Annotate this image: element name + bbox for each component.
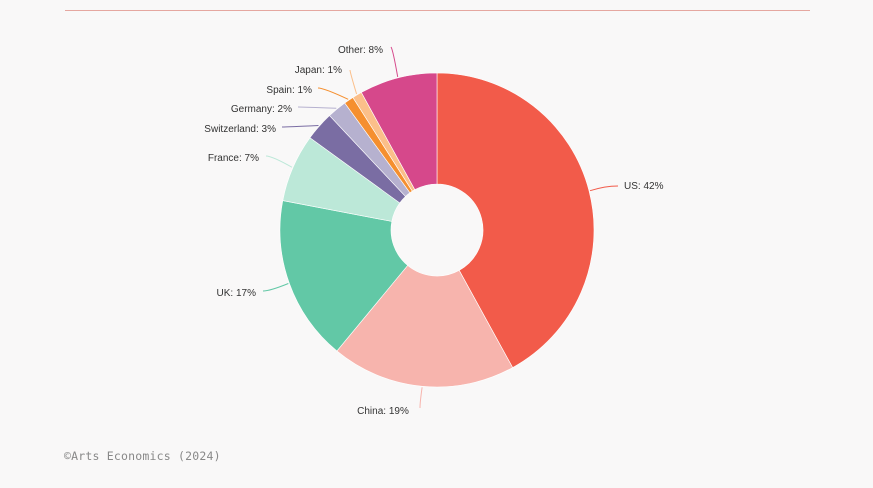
label-us: US: 42% (624, 181, 664, 192)
label-japan: Japan: 1% (295, 65, 342, 76)
leader-germany (297, 106, 337, 109)
leader-lines (262, 46, 619, 409)
label-switzerland: Switzerland: 3% (204, 124, 276, 135)
leader-france (265, 155, 293, 168)
label-spain: Spain: 1% (266, 85, 312, 96)
leader-japan (349, 69, 358, 95)
slice-uk (279, 200, 409, 352)
slice-other (360, 72, 438, 191)
slice-china (336, 265, 514, 388)
leader-other (390, 46, 399, 78)
donut-slices (279, 72, 595, 388)
leader-china (419, 387, 423, 409)
top-divider (65, 10, 810, 11)
label-uk: UK: 17% (217, 288, 257, 299)
label-china: China: 19% (357, 406, 409, 417)
leader-switzerland (281, 125, 319, 128)
label-germany: Germany: 2% (231, 104, 292, 115)
source-credit: ©Arts Economics (2024) (64, 449, 221, 463)
leader-uk (262, 283, 289, 292)
leader-us (589, 185, 619, 192)
leader-spain (317, 87, 349, 100)
label-france: France: 7% (208, 153, 259, 164)
label-other: Other: 8% (338, 45, 383, 56)
slice-us (436, 72, 595, 368)
slice-labels: US: 42% China: 19% UK: 17% France: 7% Switze… (204, 45, 663, 417)
